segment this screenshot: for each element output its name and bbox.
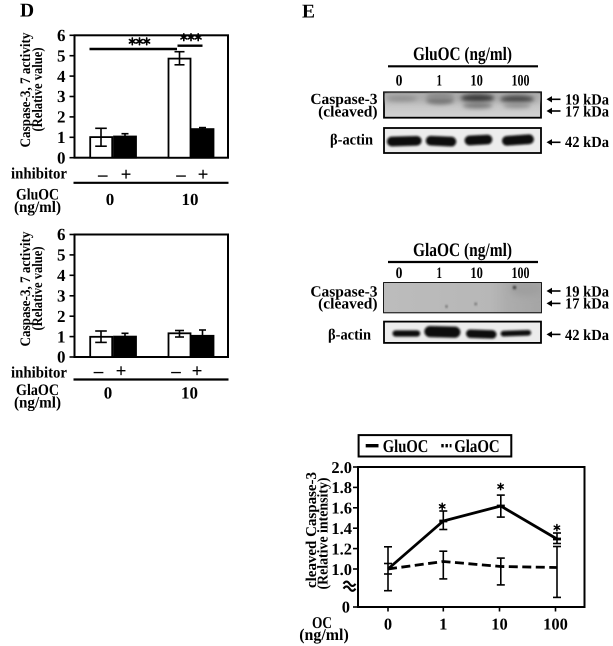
svg-text:4: 4	[57, 266, 66, 285]
svg-text:1: 1	[57, 327, 66, 346]
svg-text:(Relative value): (Relative value)	[30, 47, 46, 131]
svg-text:4: 4	[57, 67, 66, 86]
svg-text:1: 1	[439, 615, 447, 634]
svg-text:+: +	[121, 165, 132, 186]
svg-text:(Relative intensity): (Relative intensity)	[316, 478, 332, 590]
svg-text:+: +	[198, 165, 209, 186]
svg-text:β-actin: β-actin	[328, 326, 371, 343]
svg-text:19 kDa: 19 kDa	[565, 92, 609, 109]
svg-text:GluOC (ng/ml): GluOC (ng/ml)	[413, 44, 512, 65]
svg-text:6: 6	[57, 225, 66, 244]
svg-text:42 kDa: 42 kDa	[565, 327, 609, 344]
svg-text:3: 3	[57, 286, 66, 305]
svg-text:2: 2	[57, 307, 66, 326]
svg-text:10: 10	[491, 615, 508, 634]
svg-text:1.6: 1.6	[331, 499, 352, 518]
svg-text:(cleaved): (cleaved)	[318, 104, 377, 121]
svg-text:1.0: 1.0	[331, 560, 352, 579]
svg-text:5: 5	[57, 246, 66, 265]
svg-text:100: 100	[512, 265, 530, 282]
svg-text:GlaOC (ng/ml): GlaOC (ng/ml)	[413, 240, 512, 261]
svg-text:–: –	[170, 361, 181, 382]
svg-text:(ng/ml): (ng/ml)	[14, 395, 61, 412]
svg-text:10: 10	[470, 265, 483, 282]
svg-text:+: +	[116, 361, 127, 382]
svg-text:GlaOC: GlaOC	[16, 382, 59, 399]
svg-text:10: 10	[182, 190, 199, 209]
svg-text:(cleaved): (cleaved)	[318, 296, 377, 313]
svg-text:(ng/ml): (ng/ml)	[299, 625, 349, 644]
svg-text:OC: OC	[312, 613, 332, 632]
svg-text:17 kDa: 17 kDa	[565, 296, 609, 313]
svg-text:1.8: 1.8	[331, 478, 352, 497]
svg-text:GlaOC: GlaOC	[454, 436, 500, 456]
svg-text:10: 10	[470, 73, 483, 90]
svg-text:1: 1	[437, 265, 443, 282]
svg-text:1.2: 1.2	[331, 539, 352, 558]
svg-text:–: –	[93, 361, 104, 382]
svg-text:Caspase-3, 7 activity: Caspase-3, 7 activity	[18, 231, 34, 347]
svg-text:inhibitor: inhibitor	[11, 364, 67, 381]
svg-text:Caspase-3, 7 activity: Caspase-3, 7 activity	[18, 32, 34, 148]
svg-text:0: 0	[57, 148, 66, 167]
svg-text:0: 0	[104, 384, 113, 403]
svg-text:6: 6	[57, 26, 66, 45]
svg-text:2.0: 2.0	[331, 458, 352, 477]
svg-text:0: 0	[396, 265, 403, 282]
svg-text:3: 3	[57, 87, 66, 106]
svg-text:2: 2	[57, 108, 66, 127]
svg-text:inhibitor: inhibitor	[11, 166, 67, 183]
svg-text:–: –	[97, 165, 108, 186]
svg-text:1.4: 1.4	[331, 519, 352, 538]
svg-text:Caspase-3: Caspase-3	[310, 283, 377, 300]
svg-text:(Relative value): (Relative value)	[30, 246, 46, 330]
svg-text:Caspase-3: Caspase-3	[310, 91, 377, 108]
svg-text:E: E	[302, 2, 315, 23]
svg-text:0: 0	[396, 73, 403, 90]
svg-text:5: 5	[57, 46, 66, 65]
svg-text:10: 10	[181, 384, 198, 403]
svg-text:1: 1	[437, 73, 443, 90]
svg-text:1: 1	[57, 128, 66, 147]
svg-text:0: 0	[342, 598, 350, 617]
svg-text:β-actin: β-actin	[330, 132, 373, 149]
svg-text:17 kDa: 17 kDa	[565, 104, 609, 121]
svg-text:0: 0	[106, 190, 115, 209]
svg-text:cleaved Caspase-3: cleaved Caspase-3	[304, 472, 320, 588]
svg-text:0: 0	[57, 348, 66, 367]
svg-text:+: +	[192, 361, 203, 382]
svg-text:GluOC: GluOC	[383, 436, 429, 456]
svg-text:42 kDa: 42 kDa	[565, 134, 609, 151]
svg-text:100: 100	[543, 615, 568, 634]
svg-text:19 kDa: 19 kDa	[565, 283, 609, 300]
svg-text:(ng/ml): (ng/ml)	[14, 199, 61, 216]
svg-text:0: 0	[384, 615, 392, 634]
svg-text:D: D	[20, 1, 34, 22]
svg-text:GluOC: GluOC	[16, 187, 59, 204]
svg-text:–: –	[175, 165, 186, 186]
svg-text:100: 100	[512, 73, 530, 90]
